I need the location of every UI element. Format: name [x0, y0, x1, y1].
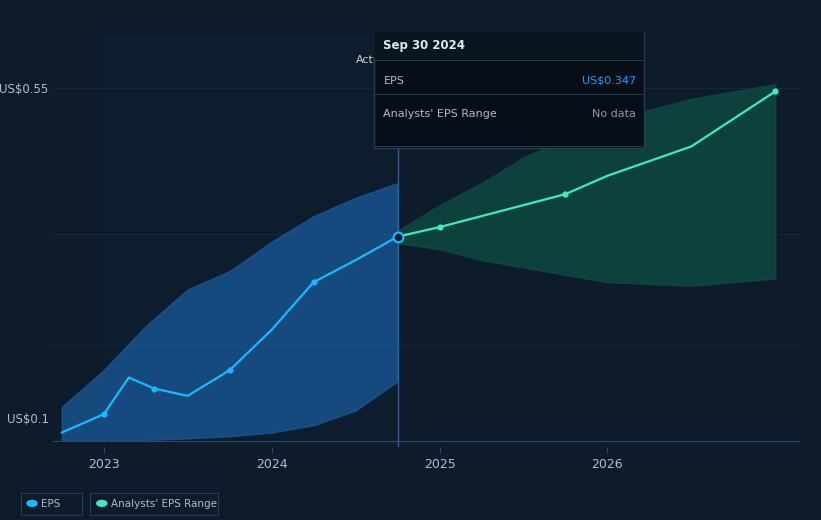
Text: Actual: Actual: [355, 55, 391, 64]
Text: Analysts' EPS Range: Analysts' EPS Range: [111, 499, 217, 510]
Text: Analysts' EPS Range: Analysts' EPS Range: [383, 109, 498, 120]
Text: No data: No data: [593, 109, 636, 120]
Text: Analysts Forecasts: Analysts Forecasts: [404, 55, 508, 64]
Text: Sep 30 2024: Sep 30 2024: [383, 40, 466, 53]
Text: EPS: EPS: [41, 499, 61, 510]
Bar: [103, 36, 397, 447]
Text: US$0.347: US$0.347: [582, 75, 636, 86]
Text: EPS: EPS: [383, 75, 404, 86]
